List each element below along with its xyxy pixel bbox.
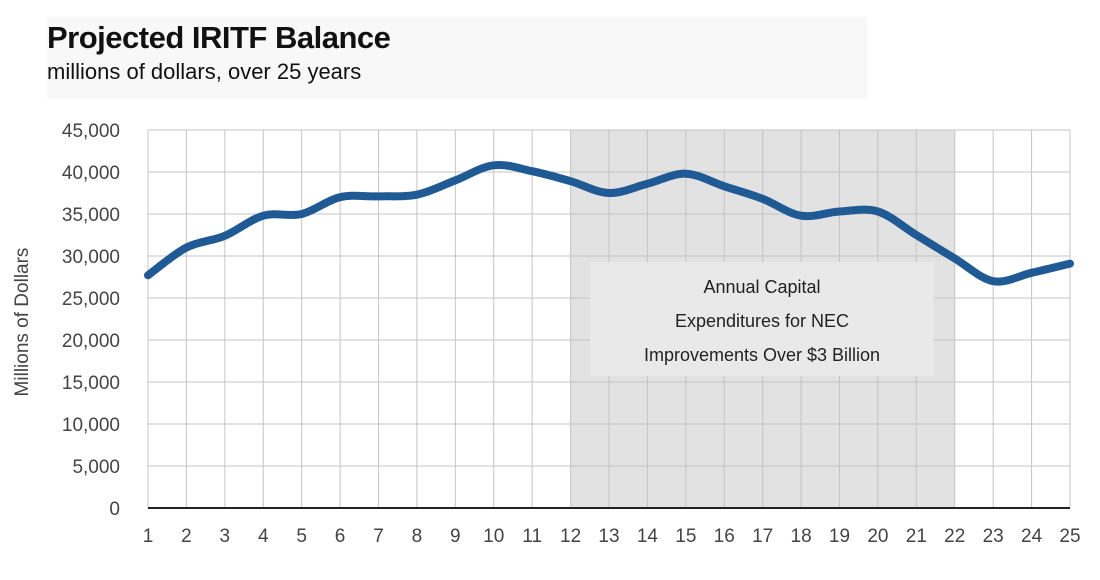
y-tick-label: 15,000 <box>62 373 120 394</box>
grid <box>147 129 1071 508</box>
x-tick-label: 11 <box>522 526 542 547</box>
x-tick-label: 9 <box>450 526 461 547</box>
y-axis-label: Millions of Dollars <box>12 248 33 397</box>
annotation-box: Annual Capital Expenditures for NEC Impr… <box>590 262 934 376</box>
x-tick-label: 2 <box>181 526 192 547</box>
chart-subtitle: millions of dollars, over 25 years <box>47 59 362 84</box>
annotation-line-2: Expenditures for NEC <box>675 311 849 331</box>
x-tick-label: 19 <box>829 526 850 547</box>
x-tick-label: 17 <box>752 526 773 547</box>
x-tick-label: 4 <box>258 526 269 547</box>
x-tick-labels: 1 2 3 4 5 6 7 8 9 10 11 12 13 14 15 16 17 18 19 20 21 22 23 24 2… <box>143 526 1081 547</box>
x-tick-label: 16 <box>714 526 735 547</box>
series-line <box>144 160 1074 286</box>
chart-title: Projected IRITF Balance <box>47 20 391 55</box>
x-tick-label: 1 <box>143 526 154 547</box>
x-tick-label: 23 <box>983 526 1004 547</box>
x-tick-label: 5 <box>296 526 307 547</box>
y-tick-label: 10,000 <box>62 415 120 436</box>
y-tick-label: 5,000 <box>72 457 120 478</box>
x-tick-label: 21 <box>906 526 927 547</box>
y-tick-label: 35,000 <box>62 205 120 226</box>
x-tick-label: 13 <box>598 526 619 547</box>
y-tick-label: 0 <box>109 499 120 520</box>
y-tick-label: 25,000 <box>62 289 120 310</box>
x-tick-label: 15 <box>675 526 696 547</box>
x-tick-label: 18 <box>791 526 812 547</box>
x-tick-label: 6 <box>335 526 346 547</box>
x-tick-label: 25 <box>1059 526 1080 547</box>
y-tick-label: 40,000 <box>62 163 120 184</box>
annotation-line-1: Annual Capital <box>703 277 820 297</box>
y-tick-label: 20,000 <box>62 331 120 352</box>
x-tick-label: 12 <box>560 526 581 547</box>
x-tick-label: 22 <box>944 526 965 547</box>
annotation-background <box>590 262 934 376</box>
annotation-line-3: Improvements Over $3 Billion <box>644 345 880 365</box>
title-background <box>47 17 867 99</box>
x-tick-label: 8 <box>412 526 423 547</box>
y-tick-labels: 0 5,000 10,000 15,000 20,000 25,000 30,000 35,0… <box>62 121 120 520</box>
y-tick-label: 45,000 <box>62 121 120 142</box>
x-tick-label: 20 <box>867 526 888 547</box>
y-tick-label: 30,000 <box>62 247 120 268</box>
x-tick-label: 3 <box>220 526 231 547</box>
x-tick-label: 14 <box>637 526 659 547</box>
x-tick-label: 24 <box>1021 526 1043 547</box>
x-tick-label: 10 <box>483 526 504 547</box>
x-tick-label: 7 <box>373 526 384 547</box>
